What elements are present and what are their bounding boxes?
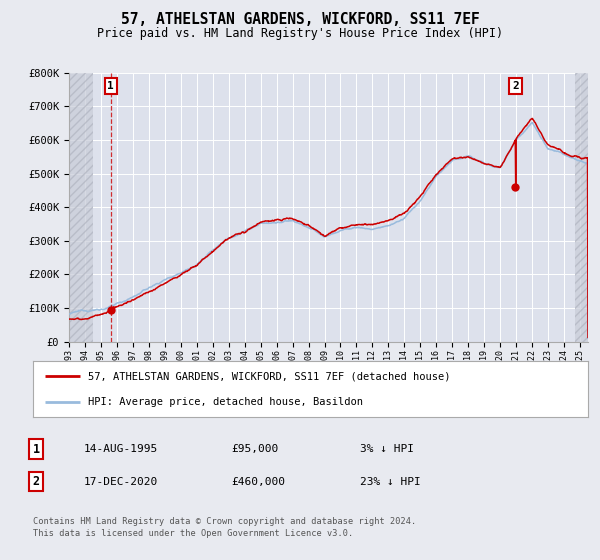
- Text: 3% ↓ HPI: 3% ↓ HPI: [360, 444, 414, 454]
- Text: 1: 1: [32, 442, 40, 456]
- Text: 23% ↓ HPI: 23% ↓ HPI: [360, 477, 421, 487]
- Text: 17-DEC-2020: 17-DEC-2020: [84, 477, 158, 487]
- Text: £460,000: £460,000: [231, 477, 285, 487]
- Text: Price paid vs. HM Land Registry's House Price Index (HPI): Price paid vs. HM Land Registry's House …: [97, 27, 503, 40]
- Text: Contains HM Land Registry data © Crown copyright and database right 2024.
This d: Contains HM Land Registry data © Crown c…: [33, 517, 416, 538]
- Text: 2: 2: [512, 81, 519, 91]
- Text: 57, ATHELSTAN GARDENS, WICKFORD, SS11 7EF (detached house): 57, ATHELSTAN GARDENS, WICKFORD, SS11 7E…: [89, 371, 451, 381]
- Text: £95,000: £95,000: [231, 444, 278, 454]
- Text: 2: 2: [32, 475, 40, 488]
- Text: 14-AUG-1995: 14-AUG-1995: [84, 444, 158, 454]
- Text: HPI: Average price, detached house, Basildon: HPI: Average price, detached house, Basi…: [89, 397, 364, 407]
- Text: 57, ATHELSTAN GARDENS, WICKFORD, SS11 7EF: 57, ATHELSTAN GARDENS, WICKFORD, SS11 7E…: [121, 12, 479, 27]
- Text: 1: 1: [107, 81, 114, 91]
